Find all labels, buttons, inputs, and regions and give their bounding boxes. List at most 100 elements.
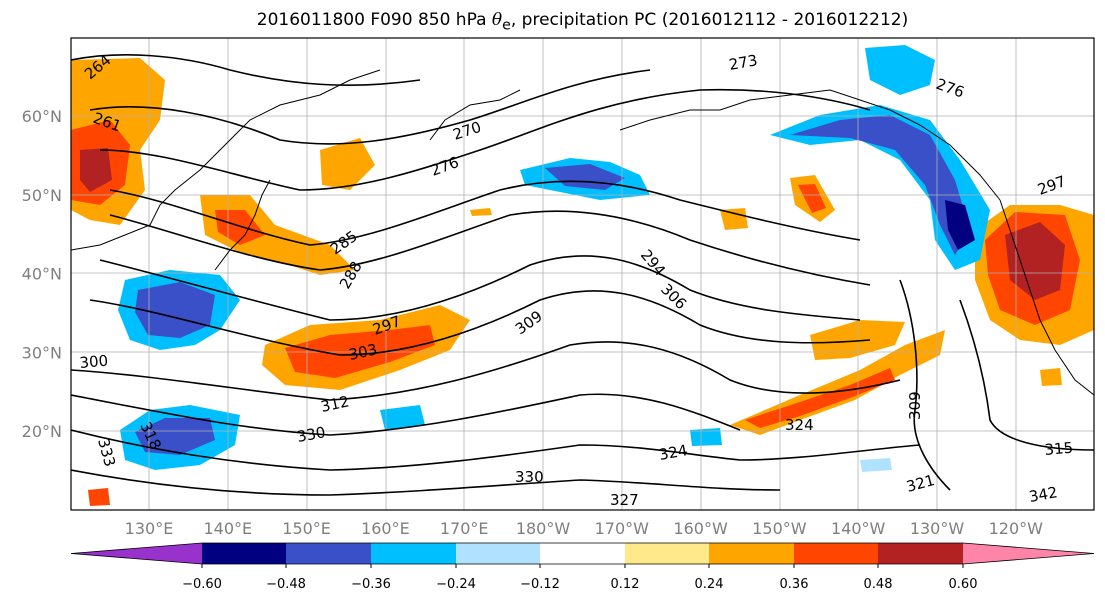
contour-312 bbox=[71, 341, 901, 401]
anomaly-small-4 bbox=[88, 488, 110, 506]
anomaly-small-blue-1 bbox=[380, 405, 425, 430]
colorbar-segment bbox=[202, 543, 286, 564]
colorbar-segment bbox=[794, 543, 878, 564]
contour-label: 273 bbox=[728, 51, 759, 74]
contour-276 bbox=[99, 88, 871, 191]
longitude-label: 150°W bbox=[752, 519, 807, 538]
anomaly-philippine-sea-core bbox=[135, 418, 215, 455]
contour-309-east bbox=[899, 279, 951, 491]
contour-303 bbox=[89, 290, 871, 356]
latitude-label: 60°N bbox=[22, 107, 62, 126]
colorbar-tick-label: −0.12 bbox=[520, 577, 560, 592]
anomaly-subtropical-band-core bbox=[745, 368, 895, 428]
colorbar bbox=[70, 542, 1095, 565]
longitude-label: 140°E bbox=[203, 519, 252, 538]
contour-label: 342 bbox=[1028, 483, 1059, 506]
coast-kamchatka bbox=[429, 89, 521, 141]
anomaly-gulf-of-alaska-core bbox=[798, 184, 826, 213]
anomaly-small-1 bbox=[720, 208, 748, 230]
anomaly-hawaii-north bbox=[810, 320, 905, 360]
colorbar-segment bbox=[709, 543, 794, 564]
anomaly-alaska-arc-core bbox=[790, 115, 970, 255]
contour-label: 324 bbox=[658, 441, 689, 464]
colorbar-segment bbox=[878, 543, 963, 564]
anomaly-small-2 bbox=[470, 208, 492, 216]
contour-288 bbox=[109, 210, 871, 286]
title-suffix: , precipitation PC (2016012112 - 2016012… bbox=[510, 10, 909, 30]
longitude-label: 130°W bbox=[910, 519, 965, 538]
colorbar-segment bbox=[71, 543, 202, 564]
map-frame bbox=[70, 37, 1095, 511]
contour-label: 315 bbox=[1044, 439, 1074, 459]
colorbar-segment bbox=[286, 543, 371, 564]
contour-label: 300 bbox=[79, 352, 109, 372]
coastlines bbox=[71, 69, 1094, 396]
contour-label: 324 bbox=[785, 416, 814, 434]
colorbar-segment bbox=[456, 543, 540, 564]
anomaly-east-china-sea-core bbox=[135, 282, 215, 338]
anomaly-sea-of-okhotsk bbox=[320, 138, 375, 190]
longitude-label: 150°E bbox=[282, 519, 331, 538]
longitude-label: 180°W bbox=[516, 519, 571, 538]
contour-324 bbox=[71, 429, 921, 471]
colorbar-tick-label: −0.24 bbox=[436, 577, 476, 592]
graticule bbox=[71, 38, 1094, 510]
contour-label: 303 bbox=[347, 340, 379, 364]
contour-270 bbox=[89, 69, 651, 145]
longitude-label: 140°W bbox=[831, 519, 886, 538]
title-symbol: θ bbox=[491, 10, 503, 30]
anomaly-small-blue-2 bbox=[690, 428, 722, 446]
colorbar-tick-label: −0.36 bbox=[351, 577, 391, 592]
colorbar-tick-label: 0.24 bbox=[695, 577, 724, 592]
longitude-label: 170°E bbox=[440, 519, 489, 538]
coast-japan bbox=[214, 179, 271, 271]
colorbar-tick-label: 0.48 bbox=[864, 577, 893, 592]
theta-e-contours bbox=[71, 54, 1094, 496]
colorbar-labels: −0.60 −0.48 −0.36 −0.24 −0.12 0.12 0.24 0.36 0.4… bbox=[182, 564, 977, 592]
latitude-label: 50°N bbox=[22, 186, 62, 205]
anomaly-northeast bbox=[865, 45, 935, 95]
latitude-labels: 60°N 50°N 40°N 30°N 20°N bbox=[22, 107, 62, 441]
coast-alaska bbox=[619, 89, 1001, 201]
precip-shading bbox=[71, 45, 1094, 506]
map-title: 2016011800 F090 850 hPa θe, precipitatio… bbox=[0, 10, 1105, 33]
coast-north-america bbox=[999, 199, 1094, 396]
contour-297 bbox=[99, 255, 861, 321]
contour-285 bbox=[109, 180, 861, 246]
anomaly-japan-core bbox=[215, 210, 265, 245]
contour-label: 312 bbox=[319, 392, 351, 416]
longitude-label: 130°E bbox=[125, 519, 174, 538]
contour-label: 330 bbox=[515, 468, 544, 486]
anomaly-small-blue-3 bbox=[860, 458, 892, 472]
latitude-label: 40°N bbox=[22, 265, 62, 284]
contour-label: 327 bbox=[610, 491, 639, 509]
latitude-label: 30°N bbox=[22, 343, 62, 362]
colorbar-tick-label: 0.12 bbox=[611, 577, 640, 592]
contour-label: 330 bbox=[296, 423, 327, 446]
colorbar-segment bbox=[625, 543, 709, 564]
anomaly-central-pacific-core bbox=[285, 325, 435, 378]
longitude-label: 160°W bbox=[673, 519, 728, 538]
colorbar-tick-label: 0.60 bbox=[949, 577, 978, 592]
contour-318 bbox=[71, 393, 741, 436]
anomaly-west-pacific-north-max bbox=[80, 148, 112, 192]
anomaly-west-coast-max bbox=[1005, 222, 1065, 300]
contour-315-east bbox=[959, 299, 1094, 451]
title-subscript: e bbox=[502, 17, 511, 34]
colorbar-tick-label: −0.60 bbox=[182, 577, 222, 592]
coast-asia bbox=[71, 69, 381, 251]
anomaly-alaska-arc-max bbox=[945, 200, 975, 250]
colorbar-tick-label: 0.36 bbox=[780, 577, 809, 592]
colorbar-segment bbox=[371, 543, 456, 564]
contour-330 bbox=[71, 469, 781, 496]
latitude-label: 20°N bbox=[22, 422, 62, 441]
longitude-label: 170°W bbox=[595, 519, 650, 538]
longitude-label: 120°W bbox=[989, 519, 1044, 538]
colorbar-tick-label: −0.48 bbox=[266, 577, 306, 592]
contour-label: 309 bbox=[906, 391, 924, 420]
anomaly-small-3 bbox=[1040, 368, 1062, 386]
longitude-label: 160°E bbox=[361, 519, 410, 538]
title-prefix: 2016011800 F090 850 hPa bbox=[256, 10, 492, 30]
longitude-labels: 130°E 140°E 150°E 160°E 170°E 180°W 170°W 160°W… bbox=[125, 519, 1043, 538]
